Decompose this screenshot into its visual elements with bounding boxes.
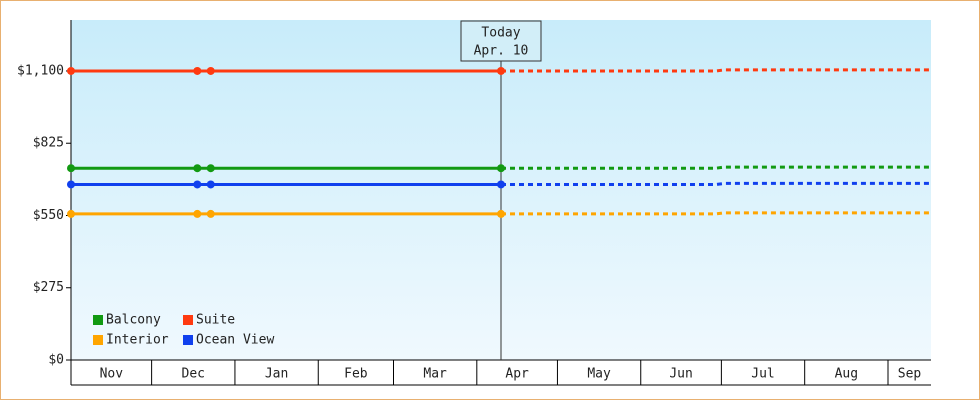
point	[497, 209, 505, 218]
x-tick-label: Jun	[669, 367, 692, 382]
point	[67, 164, 75, 173]
x-tick-label: Nov	[100, 367, 124, 382]
line-forecast	[501, 165, 931, 170]
x-tick-label: Mar	[423, 367, 447, 382]
point	[193, 180, 202, 189]
legend-label: Interior	[106, 333, 169, 348]
line-forecast	[501, 211, 931, 216]
y-tick-label: $1,100	[17, 63, 64, 78]
today-title: Today	[481, 26, 520, 41]
x-tick-label: Aug	[835, 367, 858, 382]
legend-swatch	[93, 315, 103, 325]
point	[206, 66, 215, 75]
today-box	[460, 20, 542, 62]
point	[193, 66, 202, 75]
x-tick-label: Jul	[751, 367, 774, 382]
y-tick-label: $550	[33, 208, 64, 223]
x-tick-label: May	[587, 367, 611, 382]
x-tick-label: Feb	[344, 367, 368, 382]
legend-label: Balcony	[106, 313, 161, 328]
legend-swatch	[93, 335, 103, 345]
legend-label: Suite	[196, 313, 235, 328]
point	[67, 180, 75, 189]
point	[67, 209, 75, 218]
point	[67, 66, 75, 75]
point	[193, 164, 202, 173]
point	[497, 180, 505, 189]
y-tick-label: $825	[33, 136, 64, 151]
x-tick-label: Jan	[265, 367, 288, 382]
x-tick-label: Sep	[898, 367, 922, 382]
point	[497, 66, 505, 75]
legend-swatch	[183, 335, 193, 345]
line-forecast	[501, 68, 931, 73]
line-forecast	[501, 181, 931, 186]
point	[497, 164, 505, 173]
legend-swatch	[183, 315, 193, 325]
point	[206, 209, 215, 218]
point	[206, 164, 215, 173]
y-tick-label: $275	[33, 280, 64, 295]
legend-label: Ocean View	[196, 333, 274, 348]
point	[193, 209, 202, 218]
point	[206, 180, 215, 189]
today-label: Apr. 10	[474, 44, 529, 59]
x-tick-label: Apr	[505, 367, 529, 382]
x-tick-label: Dec	[182, 367, 205, 382]
y-tick-label: $0	[48, 353, 64, 368]
